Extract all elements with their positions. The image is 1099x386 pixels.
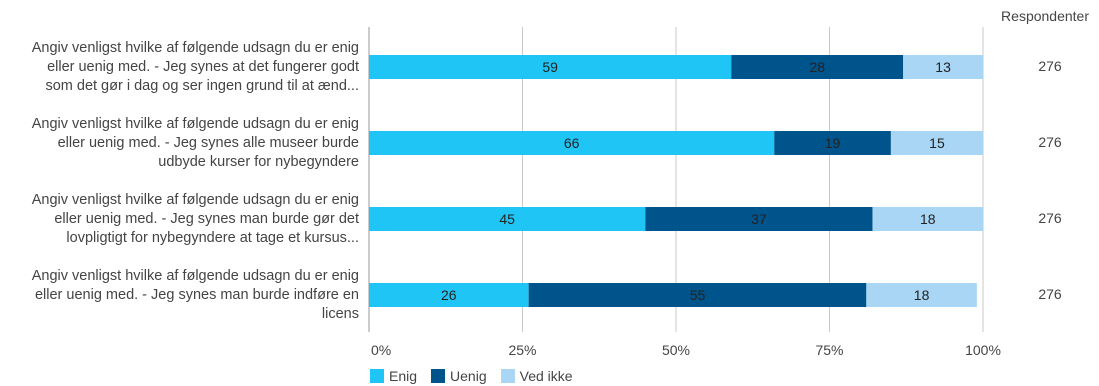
legend-item[interactable]: Ved ikke	[500, 368, 573, 384]
category-label-line: lovpligtigt for nybegyndere at tage et k…	[66, 229, 359, 246]
data-label: 18	[914, 287, 930, 303]
bar-segment-uenig	[528, 283, 867, 307]
respondents-header: Respondenter	[1001, 8, 1089, 24]
category-label-line: som det gør i dag og ser ingen grund til…	[45, 77, 359, 94]
category-label: Angiv venligst hvilke af følgende udsagn…	[0, 39, 359, 96]
bar-segment-ved-ikke	[872, 207, 983, 231]
data-label: 66	[564, 135, 580, 151]
category-label-line: Angiv venligst hvilke af følgende udsagn…	[31, 115, 359, 132]
legend-swatch	[500, 369, 515, 383]
category-label-line: Angiv venligst hvilke af følgende udsagn…	[31, 267, 359, 284]
category-label-line: udbyde kurser for nybegyndere	[158, 153, 359, 170]
legend-label: Ved ikke	[519, 368, 573, 384]
legend-swatch	[370, 369, 384, 383]
data-label: 18	[920, 211, 936, 227]
category-label-line: eller uenig med. - Jeg synes man burde g…	[54, 210, 359, 227]
category-label-line: licens	[321, 305, 359, 322]
respondent-count: 276	[1038, 210, 1062, 226]
category-label: Angiv venligst hvilke af følgende udsagn…	[0, 191, 359, 248]
legend-label: Enig	[389, 368, 418, 384]
bar-segment-enig	[369, 131, 775, 155]
legend-label: Uenig	[450, 368, 487, 384]
bar-segment-uenig	[731, 55, 904, 79]
data-label: 59	[542, 59, 558, 75]
data-label: 26	[441, 287, 457, 303]
category-label-line: eller uenig med. - Jeg synes man burde i…	[34, 286, 359, 303]
category-label-line: eller uenig med. - Jeg synes at det fung…	[47, 58, 359, 75]
respondent-count: 276	[1038, 286, 1062, 302]
category-label-line: Angiv venligst hvilke af følgende udsagn…	[31, 191, 359, 208]
bar-segment-enig	[369, 207, 646, 231]
bar-segment-ved-ikke	[903, 55, 983, 79]
data-label: 37	[751, 211, 767, 227]
chart-legend: Enig Uenig Ved ikke	[370, 368, 573, 384]
category-label: Angiv venligst hvilke af følgende udsagn…	[0, 267, 359, 324]
data-label: 15	[929, 135, 945, 151]
x-tick-label: 0%	[371, 342, 391, 358]
category-label: Angiv venligst hvilke af følgende udsagn…	[0, 115, 359, 172]
data-label: 55	[690, 287, 706, 303]
legend-swatch	[431, 369, 446, 383]
data-label: 13	[935, 59, 951, 75]
category-label-line: eller uenig med. - Jeg synes alle museer…	[57, 134, 359, 151]
x-tick-label: 100%	[965, 342, 1001, 358]
bar-segment-enig	[369, 283, 529, 307]
bar-segment-uenig	[645, 207, 873, 231]
legend-item[interactable]: Uenig	[431, 368, 487, 384]
bar-segment-enig	[369, 55, 732, 79]
data-label: 45	[499, 211, 515, 227]
bar-segment-ved-ikke	[866, 283, 977, 307]
category-label-line: Angiv venligst hvilke af følgende udsagn…	[31, 39, 359, 56]
x-tick-label: 25%	[508, 342, 536, 358]
data-label: 19	[825, 135, 841, 151]
respondent-count: 276	[1038, 134, 1062, 150]
legend-item[interactable]: Enig	[370, 368, 417, 384]
x-tick-label: 75%	[815, 342, 843, 358]
bar-segment-uenig	[774, 131, 891, 155]
x-tick-label: 50%	[662, 342, 690, 358]
data-label: 28	[809, 59, 825, 75]
bar-segment-ved-ikke	[890, 131, 983, 155]
respondent-count: 276	[1038, 58, 1062, 74]
